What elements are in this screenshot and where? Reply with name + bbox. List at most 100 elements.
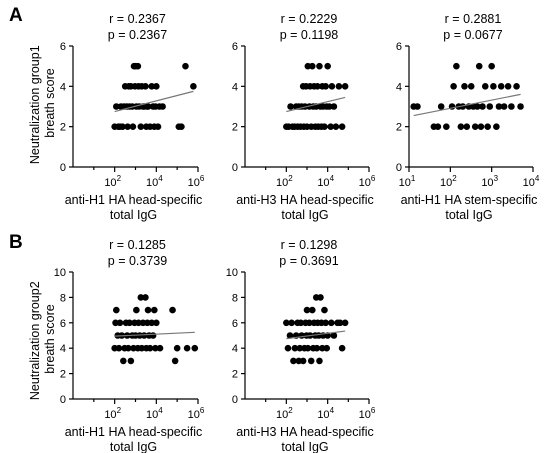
x-axis-label-line: anti-H1 HA head-specific (65, 425, 203, 439)
x-tick-label: 104 (317, 174, 334, 189)
x-tick-label: 106 (359, 174, 376, 189)
trend-line (114, 90, 194, 113)
data-point (173, 344, 181, 352)
trend-line (413, 93, 521, 117)
x-tick-base: 10 (359, 177, 371, 189)
x-tick-exponent: 6 (371, 174, 376, 183)
y-axis-label-group2-line2: breath score (43, 304, 57, 374)
data-point (126, 319, 133, 327)
data-point (183, 344, 191, 352)
data-point (151, 306, 158, 314)
data-point (495, 103, 503, 110)
x-tick-exponent: 2 (452, 174, 457, 183)
panel-letter-b: B (9, 232, 23, 253)
x-tick-base: 10 (359, 409, 371, 421)
data-point (450, 83, 457, 90)
x-tick-exponent: 4 (158, 406, 163, 415)
data-point (307, 357, 315, 365)
stat-p: p = 0.1198 (280, 28, 339, 42)
x-tick-label: 102 (276, 406, 293, 421)
x-tick-label: 101 (399, 174, 416, 189)
y-tick-label: 4 (60, 81, 66, 93)
data-point (479, 103, 486, 110)
data-point (490, 83, 497, 90)
data-point (288, 319, 295, 327)
data-point (144, 306, 152, 314)
data-point (191, 344, 199, 352)
data-point (283, 319, 290, 327)
y-axis-label-group2: Neutralization group2 breath score (28, 278, 57, 400)
y-tick-label: 0 (396, 162, 402, 174)
data-point (457, 123, 465, 130)
data-point (115, 344, 123, 352)
y-tick-label: 6 (232, 318, 238, 330)
x-axis-label: anti-H1 HA stem-specific total IgG (401, 193, 538, 222)
stat-r: r = 0.1285 (109, 238, 166, 252)
y-tick-label: 2 (60, 369, 66, 381)
data-point (453, 62, 460, 70)
data-point (313, 344, 321, 352)
x-tick-label: 102 (440, 174, 457, 189)
data-point (481, 83, 489, 90)
x-tick-label: 102 (104, 174, 121, 189)
data-point (169, 306, 176, 314)
x-tick-label: 104 (523, 174, 540, 189)
data-point (153, 83, 160, 90)
data-point (290, 357, 297, 365)
data-point (323, 344, 331, 352)
data-point (303, 306, 311, 314)
x-tick-base: 10 (188, 409, 200, 421)
data-point (146, 344, 154, 352)
data-point (124, 123, 131, 130)
data-point (317, 294, 324, 301)
x-tick-exponent: 4 (158, 174, 163, 183)
data-point (286, 332, 294, 339)
data-point (171, 357, 179, 365)
data-point (338, 123, 346, 130)
data-point (461, 83, 468, 90)
x-tick-base: 10 (104, 177, 116, 189)
data-point (493, 123, 500, 130)
y-tick-label: 4 (232, 343, 238, 355)
data-point (459, 103, 467, 110)
data-point (517, 103, 524, 110)
x-tick-base: 10 (104, 409, 116, 421)
data-point (414, 103, 421, 110)
y-tick-label: 4 (396, 81, 402, 93)
x-tick-base: 10 (276, 409, 288, 421)
data-point (341, 319, 349, 327)
data-point (113, 306, 120, 314)
x-axis-label-line: anti-H1 HA stem-specific (401, 193, 538, 207)
data-point (142, 83, 149, 90)
y-tick-label: 10 (226, 267, 238, 279)
data-point (116, 319, 124, 327)
trend-line (286, 96, 346, 113)
y-tick-label: 6 (396, 41, 402, 53)
y-tick-label: 6 (60, 41, 66, 53)
x-tick-base: 10 (317, 409, 329, 421)
data-point (316, 357, 323, 365)
data-point (304, 344, 312, 352)
x-axis-label: anti-H1 HA head-specific total IgG (65, 425, 203, 453)
data-point (119, 123, 126, 130)
data-point (497, 83, 505, 90)
data-point (299, 357, 307, 365)
y-tick-label: 0 (232, 162, 238, 174)
x-tick-label: 106 (188, 406, 205, 421)
data-point (144, 103, 152, 110)
x-tick-base: 10 (188, 177, 200, 189)
data-point (124, 344, 132, 352)
data-point (137, 294, 145, 301)
x-tick-exponent: 2 (117, 174, 122, 183)
data-point (178, 123, 185, 130)
y-axis-label-group1: Neutralization group1 breath score (28, 42, 57, 164)
data-point (321, 306, 328, 314)
data-point (284, 344, 292, 352)
y-tick-label: 2 (60, 122, 66, 134)
y-tick-label: 8 (232, 292, 238, 304)
x-tick-base: 10 (523, 177, 535, 189)
y-tick-label: 0 (232, 394, 238, 406)
x-tick-base: 10 (440, 177, 452, 189)
